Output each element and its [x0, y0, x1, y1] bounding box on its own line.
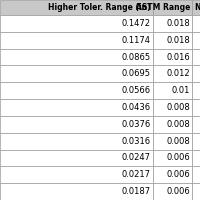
FancyBboxPatch shape	[153, 15, 192, 32]
Text: 0.008: 0.008	[166, 103, 190, 112]
Text: 0.018: 0.018	[166, 36, 190, 45]
FancyBboxPatch shape	[0, 82, 153, 99]
FancyBboxPatch shape	[0, 183, 153, 200]
Text: 0.016: 0.016	[166, 53, 190, 62]
FancyBboxPatch shape	[153, 150, 192, 166]
FancyBboxPatch shape	[153, 0, 192, 15]
FancyBboxPatch shape	[153, 183, 192, 200]
Text: ASTM Range: ASTM Range	[136, 3, 190, 12]
Text: 0.006: 0.006	[166, 187, 190, 196]
FancyBboxPatch shape	[192, 0, 200, 15]
Text: 0.1174: 0.1174	[122, 36, 151, 45]
FancyBboxPatch shape	[153, 99, 192, 116]
Text: 0.0436: 0.0436	[122, 103, 151, 112]
FancyBboxPatch shape	[192, 183, 200, 200]
FancyBboxPatch shape	[192, 116, 200, 133]
FancyBboxPatch shape	[0, 32, 153, 49]
FancyBboxPatch shape	[192, 49, 200, 65]
Text: 0.0566: 0.0566	[122, 86, 151, 95]
Text: 0.0695: 0.0695	[122, 69, 151, 78]
FancyBboxPatch shape	[153, 65, 192, 82]
FancyBboxPatch shape	[0, 65, 153, 82]
FancyBboxPatch shape	[153, 166, 192, 183]
FancyBboxPatch shape	[153, 32, 192, 49]
FancyBboxPatch shape	[192, 133, 200, 150]
Text: Higher Toler. Range (in): Higher Toler. Range (in)	[48, 3, 151, 12]
Text: 0.018: 0.018	[166, 19, 190, 28]
FancyBboxPatch shape	[0, 49, 153, 65]
FancyBboxPatch shape	[192, 65, 200, 82]
Text: 0.0316: 0.0316	[122, 137, 151, 146]
Text: 0.0217: 0.0217	[122, 170, 151, 179]
FancyBboxPatch shape	[192, 99, 200, 116]
FancyBboxPatch shape	[192, 15, 200, 32]
Text: 0.006: 0.006	[166, 170, 190, 179]
Text: 0.006: 0.006	[166, 153, 190, 162]
Text: N: N	[194, 3, 200, 12]
FancyBboxPatch shape	[153, 82, 192, 99]
FancyBboxPatch shape	[153, 49, 192, 65]
Text: 0.0865: 0.0865	[122, 53, 151, 62]
Text: 0.012: 0.012	[166, 69, 190, 78]
Text: 0.008: 0.008	[166, 120, 190, 129]
FancyBboxPatch shape	[192, 32, 200, 49]
FancyBboxPatch shape	[0, 166, 153, 183]
FancyBboxPatch shape	[0, 0, 153, 15]
FancyBboxPatch shape	[0, 150, 153, 166]
FancyBboxPatch shape	[0, 15, 153, 32]
FancyBboxPatch shape	[192, 82, 200, 99]
Text: 0.1472: 0.1472	[122, 19, 151, 28]
FancyBboxPatch shape	[153, 116, 192, 133]
Text: 0.008: 0.008	[166, 137, 190, 146]
FancyBboxPatch shape	[0, 99, 153, 116]
FancyBboxPatch shape	[192, 166, 200, 183]
FancyBboxPatch shape	[0, 133, 153, 150]
FancyBboxPatch shape	[153, 133, 192, 150]
Text: 0.0247: 0.0247	[122, 153, 151, 162]
Text: 0.01: 0.01	[172, 86, 190, 95]
FancyBboxPatch shape	[192, 150, 200, 166]
FancyBboxPatch shape	[0, 116, 153, 133]
Text: 0.0187: 0.0187	[122, 187, 151, 196]
Text: 0.0376: 0.0376	[122, 120, 151, 129]
